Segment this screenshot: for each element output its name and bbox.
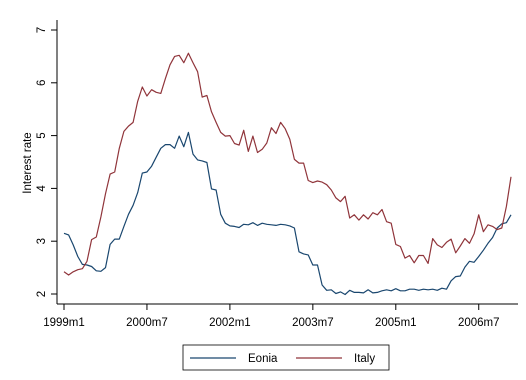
x-tick-label: 2002m1 (209, 317, 251, 329)
x-tick-label: 2006m7 (458, 317, 500, 329)
legend: Eonia Italy (182, 344, 390, 371)
series-layer (63, 52, 512, 296)
legend-label-eonia: Eonia (248, 353, 278, 365)
x-tick-label: 2003m7 (292, 317, 334, 329)
y-tick-label: 6 (36, 80, 48, 86)
y-tick-label: 5 (36, 132, 48, 138)
x-tick-label: 2005m1 (375, 317, 417, 329)
series-line-eonia (63, 131, 512, 296)
x-axis-ticks: 1999m1 2000m7 2002m1 2003m7 2005m1 2006m7 (43, 304, 500, 329)
y-tick-label: 7 (36, 27, 48, 33)
y-axis-title: Interest rate (22, 132, 34, 193)
x-tick-label: 2000m7 (126, 317, 168, 329)
y-axis-ticks: 2 3 4 5 6 7 (36, 27, 57, 297)
y-tick-label: 2 (36, 291, 48, 297)
legend-label-italy: Italy (354, 353, 375, 365)
x-tick-label: 1999m1 (43, 317, 85, 329)
series-line-italy (63, 52, 512, 276)
y-tick-label: 3 (36, 238, 48, 244)
y-tick-label: 4 (36, 185, 48, 192)
